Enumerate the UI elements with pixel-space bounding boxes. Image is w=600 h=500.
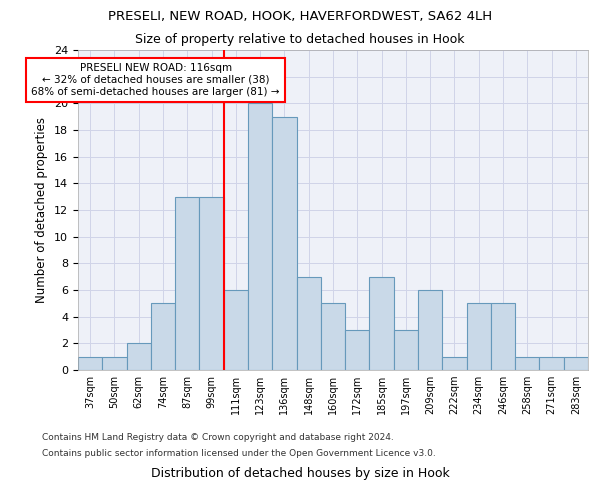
- Bar: [442, 356, 467, 370]
- Bar: [224, 290, 248, 370]
- Bar: [127, 344, 151, 370]
- Text: Distribution of detached houses by size in Hook: Distribution of detached houses by size …: [151, 467, 449, 480]
- Text: PRESELI NEW ROAD: 116sqm
← 32% of detached houses are smaller (38)
68% of semi-d: PRESELI NEW ROAD: 116sqm ← 32% of detach…: [31, 64, 280, 96]
- Bar: [296, 276, 321, 370]
- Bar: [515, 356, 539, 370]
- Bar: [394, 330, 418, 370]
- Bar: [345, 330, 370, 370]
- Bar: [467, 304, 491, 370]
- Bar: [102, 356, 127, 370]
- Bar: [248, 104, 272, 370]
- Text: Contains HM Land Registry data © Crown copyright and database right 2024.: Contains HM Land Registry data © Crown c…: [42, 434, 394, 442]
- Bar: [151, 304, 175, 370]
- Y-axis label: Number of detached properties: Number of detached properties: [35, 117, 49, 303]
- Bar: [78, 356, 102, 370]
- Bar: [370, 276, 394, 370]
- Text: Contains public sector information licensed under the Open Government Licence v3: Contains public sector information licen…: [42, 448, 436, 458]
- Text: PRESELI, NEW ROAD, HOOK, HAVERFORDWEST, SA62 4LH: PRESELI, NEW ROAD, HOOK, HAVERFORDWEST, …: [108, 10, 492, 23]
- Bar: [539, 356, 564, 370]
- Bar: [491, 304, 515, 370]
- Bar: [272, 116, 296, 370]
- Bar: [175, 196, 199, 370]
- Text: Size of property relative to detached houses in Hook: Size of property relative to detached ho…: [135, 32, 465, 46]
- Bar: [418, 290, 442, 370]
- Bar: [321, 304, 345, 370]
- Bar: [199, 196, 224, 370]
- Bar: [564, 356, 588, 370]
